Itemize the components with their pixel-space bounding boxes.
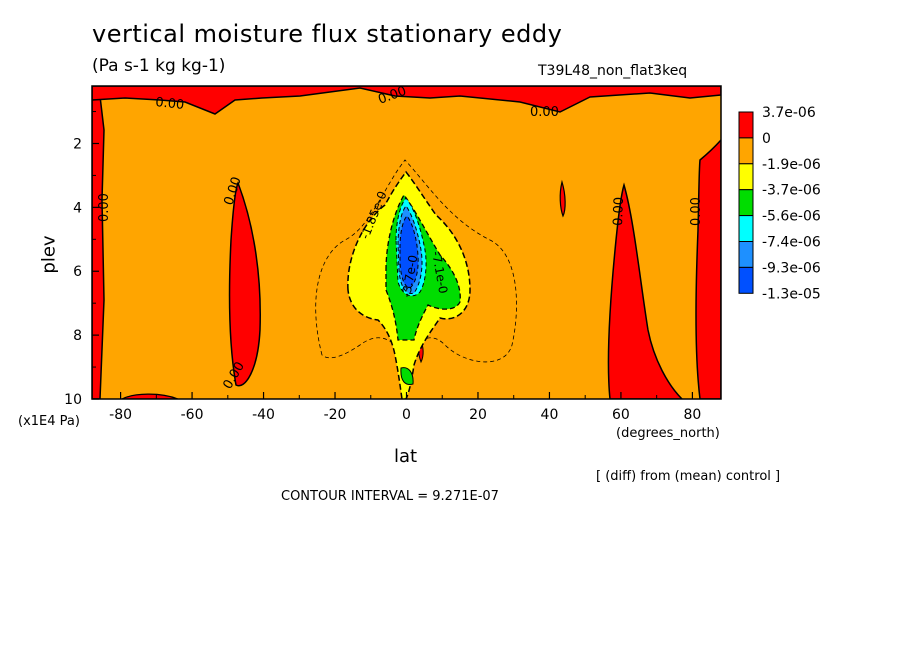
red-region-north-pole <box>695 138 721 399</box>
contour-label: 0.00 <box>689 197 704 226</box>
chart-units: (Pa s-1 kg kg-1) <box>92 56 226 76</box>
colorbar: 3.7e-06 0 -1.9e-06 -3.7e-06 -5.6e-06 -7.4e-06… <box>738 105 821 302</box>
y-tick-label: 6 <box>73 264 82 280</box>
x-tick-label: 80 <box>683 407 701 423</box>
contour-interval-note: CONTOUR INTERVAL = 9.271E-07 <box>281 489 499 504</box>
contour-label: 0.00 <box>611 197 627 226</box>
colorbar-swatch <box>738 111 754 139</box>
colorbar-label: -1.9e-06 <box>762 157 821 173</box>
colorbar-label: -5.6e-06 <box>762 209 821 225</box>
red-region-south-pole <box>92 94 105 399</box>
colorbar-swatch <box>738 137 754 165</box>
red-region-top-band <box>92 86 721 115</box>
colorbar-swatch <box>738 163 754 191</box>
colorbar-swatch <box>738 215 754 243</box>
red-region-small-43 <box>559 179 566 218</box>
dashed-contour-outer <box>315 159 517 363</box>
plot-field: 0.00 0.00 0.00 0.00 0.00 0.00 0.00 0.00 … <box>92 86 721 399</box>
experiment-note: [ (diff) from (mean) control ] <box>596 469 781 484</box>
red-region-midlat-south <box>228 180 262 387</box>
run-id: T39L48_non_flat3keq <box>538 63 688 79</box>
red-region-north-60 <box>607 182 684 399</box>
contour-label: 0.00 <box>97 193 112 222</box>
y-axis-unit: (x1E4 Pa) <box>18 414 80 429</box>
y-tick-label: 10 <box>64 392 82 408</box>
x-tick-label: -80 <box>109 407 132 423</box>
contour-label: 0.00 <box>530 105 559 120</box>
x-tick-label: 20 <box>469 407 487 423</box>
colorbar-swatch <box>738 189 754 217</box>
chart-title: vertical moisture flux stationary eddy <box>92 20 563 48</box>
x-tick-label: 0 <box>402 407 411 423</box>
x-tick-label: -60 <box>181 407 204 423</box>
y-tick-label: 8 <box>73 328 82 344</box>
contour-label: 0.00 <box>155 95 185 113</box>
colorbar-label: -3.7e-06 <box>762 183 821 199</box>
x-tick-label: 60 <box>612 407 630 423</box>
deepblue-core <box>399 215 419 289</box>
y-tick-label: 2 <box>73 136 82 152</box>
colorbar-label: -1.3e-05 <box>762 286 821 302</box>
colorbar-label: 3.7e-06 <box>762 105 816 121</box>
x-tick-label: 40 <box>541 407 559 423</box>
x-axis-label: lat <box>394 446 418 467</box>
x-axis-unit: (degrees_north) <box>616 426 720 441</box>
green-region-bottom <box>400 367 414 385</box>
x-axis: -80 -60 -40 -20 0 20 40 60 80 <box>109 392 701 423</box>
y-axis: 2 4 6 8 10 <box>64 111 99 408</box>
x-tick-label: -40 <box>252 407 275 423</box>
colorbar-label: -7.4e-06 <box>762 235 821 251</box>
colorbar-label: 0 <box>762 131 771 147</box>
colorbar-swatch <box>738 266 754 294</box>
colorbar-swatch <box>738 241 754 268</box>
y-tick-label: 4 <box>73 200 82 216</box>
x-tick-label: -20 <box>324 407 347 423</box>
colorbar-label: -9.3e-06 <box>762 260 821 276</box>
